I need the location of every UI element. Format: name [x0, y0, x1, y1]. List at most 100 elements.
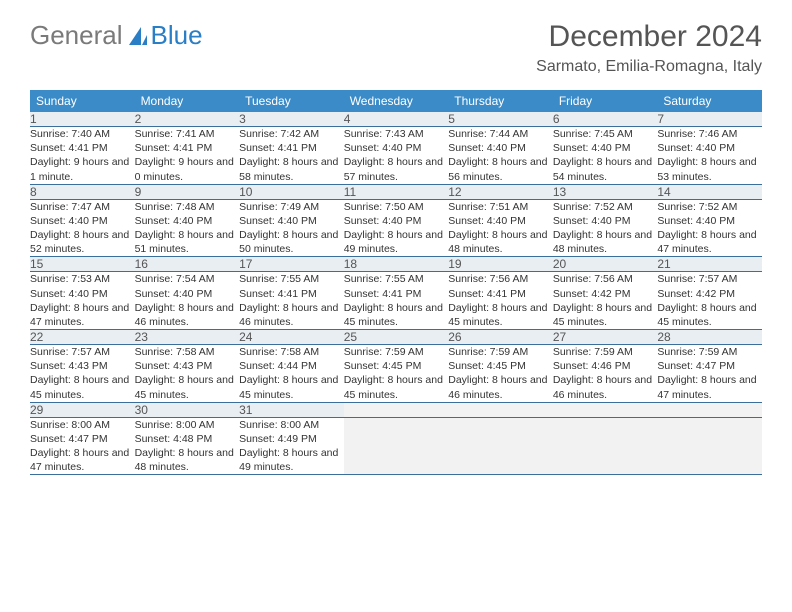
day-detail-row: Sunrise: 7:40 AMSunset: 4:41 PMDaylight:… — [30, 127, 762, 185]
sunrise-text: Sunrise: 7:44 AM — [448, 127, 553, 141]
day-detail-cell: Sunrise: 7:48 AMSunset: 4:40 PMDaylight:… — [135, 199, 240, 257]
daylight-text: Daylight: 8 hours and 46 minutes. — [448, 373, 553, 401]
day-number-cell: 17 — [239, 257, 344, 272]
sunset-text: Sunset: 4:40 PM — [135, 287, 240, 301]
sunset-text: Sunset: 4:40 PM — [30, 287, 135, 301]
day-detail-cell: Sunrise: 7:44 AMSunset: 4:40 PMDaylight:… — [448, 127, 553, 185]
day-number-row: 293031 — [30, 402, 762, 417]
sunrise-text: Sunrise: 8:00 AM — [30, 418, 135, 432]
day-detail-cell: Sunrise: 7:56 AMSunset: 4:42 PMDaylight:… — [553, 272, 658, 330]
day-detail-cell: Sunrise: 7:57 AMSunset: 4:43 PMDaylight:… — [30, 345, 135, 403]
day-number-cell: 19 — [448, 257, 553, 272]
sunrise-text: Sunrise: 7:53 AM — [30, 272, 135, 286]
daylight-text: Daylight: 8 hours and 48 minutes. — [135, 446, 240, 474]
daylight-text: Daylight: 8 hours and 45 minutes. — [30, 373, 135, 401]
day-detail-cell: Sunrise: 7:59 AMSunset: 4:47 PMDaylight:… — [657, 345, 762, 403]
day-number-cell: 1 — [30, 112, 135, 127]
sunrise-text: Sunrise: 7:48 AM — [135, 200, 240, 214]
sunrise-text: Sunrise: 8:00 AM — [135, 418, 240, 432]
day-number-cell: 13 — [553, 184, 658, 199]
day-detail-row: Sunrise: 8:00 AMSunset: 4:47 PMDaylight:… — [30, 417, 762, 475]
day-number-cell: 8 — [30, 184, 135, 199]
day-number-cell: 16 — [135, 257, 240, 272]
sunrise-text: Sunrise: 7:42 AM — [239, 127, 344, 141]
daylight-text: Daylight: 8 hours and 57 minutes. — [344, 155, 449, 183]
daylight-text: Daylight: 8 hours and 46 minutes. — [553, 373, 658, 401]
sunset-text: Sunset: 4:40 PM — [448, 141, 553, 155]
daylight-text: Daylight: 8 hours and 45 minutes. — [344, 301, 449, 329]
day-detail-cell — [448, 417, 553, 475]
sunset-text: Sunset: 4:40 PM — [448, 214, 553, 228]
day-number-cell: 4 — [344, 112, 449, 127]
day-number-cell: 29 — [30, 402, 135, 417]
sunset-text: Sunset: 4:40 PM — [553, 141, 658, 155]
logo-text-blue: Blue — [151, 20, 203, 51]
day-detail-cell: Sunrise: 7:59 AMSunset: 4:46 PMDaylight:… — [553, 345, 658, 403]
day-number-cell: 23 — [135, 330, 240, 345]
daylight-text: Daylight: 8 hours and 45 minutes. — [135, 373, 240, 401]
day-number-cell: 14 — [657, 184, 762, 199]
sunset-text: Sunset: 4:40 PM — [657, 141, 762, 155]
day-detail-row: Sunrise: 7:57 AMSunset: 4:43 PMDaylight:… — [30, 345, 762, 403]
daylight-text: Daylight: 8 hours and 49 minutes. — [239, 446, 344, 474]
day-detail-row: Sunrise: 7:47 AMSunset: 4:40 PMDaylight:… — [30, 199, 762, 257]
weekday-header: Saturday — [657, 90, 762, 112]
day-detail-cell — [553, 417, 658, 475]
day-detail-cell: Sunrise: 7:47 AMSunset: 4:40 PMDaylight:… — [30, 199, 135, 257]
sunset-text: Sunset: 4:47 PM — [657, 359, 762, 373]
daylight-text: Daylight: 9 hours and 1 minute. — [30, 155, 135, 183]
day-detail-cell: Sunrise: 7:50 AMSunset: 4:40 PMDaylight:… — [344, 199, 449, 257]
day-detail-cell: Sunrise: 7:46 AMSunset: 4:40 PMDaylight:… — [657, 127, 762, 185]
day-number-cell: 26 — [448, 330, 553, 345]
sunrise-text: Sunrise: 7:50 AM — [344, 200, 449, 214]
day-detail-cell — [657, 417, 762, 475]
sunrise-text: Sunrise: 7:58 AM — [239, 345, 344, 359]
title-block: December 2024 Sarmato, Emilia-Romagna, I… — [536, 20, 762, 76]
day-number-cell: 3 — [239, 112, 344, 127]
sunset-text: Sunset: 4:41 PM — [239, 141, 344, 155]
weekday-header: Thursday — [448, 90, 553, 112]
sunset-text: Sunset: 4:43 PM — [30, 359, 135, 373]
sunset-text: Sunset: 4:45 PM — [448, 359, 553, 373]
sunrise-text: Sunrise: 7:40 AM — [30, 127, 135, 141]
day-detail-cell: Sunrise: 8:00 AMSunset: 4:47 PMDaylight:… — [30, 417, 135, 475]
sunrise-text: Sunrise: 7:57 AM — [657, 272, 762, 286]
sunset-text: Sunset: 4:40 PM — [657, 214, 762, 228]
sunrise-text: Sunrise: 7:55 AM — [344, 272, 449, 286]
day-number-cell: 27 — [553, 330, 658, 345]
daylight-text: Daylight: 8 hours and 45 minutes. — [239, 373, 344, 401]
weekday-header: Wednesday — [344, 90, 449, 112]
day-number-cell: 5 — [448, 112, 553, 127]
day-detail-cell: Sunrise: 7:40 AMSunset: 4:41 PMDaylight:… — [30, 127, 135, 185]
sunrise-text: Sunrise: 7:47 AM — [30, 200, 135, 214]
day-detail-cell: Sunrise: 7:42 AMSunset: 4:41 PMDaylight:… — [239, 127, 344, 185]
day-detail-cell: Sunrise: 7:54 AMSunset: 4:40 PMDaylight:… — [135, 272, 240, 330]
sunset-text: Sunset: 4:40 PM — [239, 214, 344, 228]
sunset-text: Sunset: 4:41 PM — [135, 141, 240, 155]
day-number-cell: 15 — [30, 257, 135, 272]
sunrise-text: Sunrise: 7:52 AM — [657, 200, 762, 214]
daylight-text: Daylight: 8 hours and 54 minutes. — [553, 155, 658, 183]
day-detail-cell: Sunrise: 7:57 AMSunset: 4:42 PMDaylight:… — [657, 272, 762, 330]
sunrise-text: Sunrise: 7:59 AM — [344, 345, 449, 359]
day-detail-cell: Sunrise: 7:43 AMSunset: 4:40 PMDaylight:… — [344, 127, 449, 185]
sunrise-text: Sunrise: 7:46 AM — [657, 127, 762, 141]
sunrise-text: Sunrise: 7:41 AM — [135, 127, 240, 141]
sunrise-text: Sunrise: 7:51 AM — [448, 200, 553, 214]
daylight-text: Daylight: 8 hours and 58 minutes. — [239, 155, 344, 183]
day-number-cell — [657, 402, 762, 417]
sunset-text: Sunset: 4:41 PM — [448, 287, 553, 301]
daylight-text: Daylight: 8 hours and 49 minutes. — [344, 228, 449, 256]
day-detail-cell: Sunrise: 7:53 AMSunset: 4:40 PMDaylight:… — [30, 272, 135, 330]
daylight-text: Daylight: 9 hours and 0 minutes. — [135, 155, 240, 183]
day-number-cell — [344, 402, 449, 417]
day-number-cell — [448, 402, 553, 417]
calendar-body: 1234567Sunrise: 7:40 AMSunset: 4:41 PMDa… — [30, 112, 762, 475]
sunset-text: Sunset: 4:41 PM — [30, 141, 135, 155]
day-detail-cell: Sunrise: 7:49 AMSunset: 4:40 PMDaylight:… — [239, 199, 344, 257]
sunrise-text: Sunrise: 7:58 AM — [135, 345, 240, 359]
day-number-row: 891011121314 — [30, 184, 762, 199]
sunrise-text: Sunrise: 8:00 AM — [239, 418, 344, 432]
sunrise-text: Sunrise: 7:55 AM — [239, 272, 344, 286]
weekday-header: Tuesday — [239, 90, 344, 112]
